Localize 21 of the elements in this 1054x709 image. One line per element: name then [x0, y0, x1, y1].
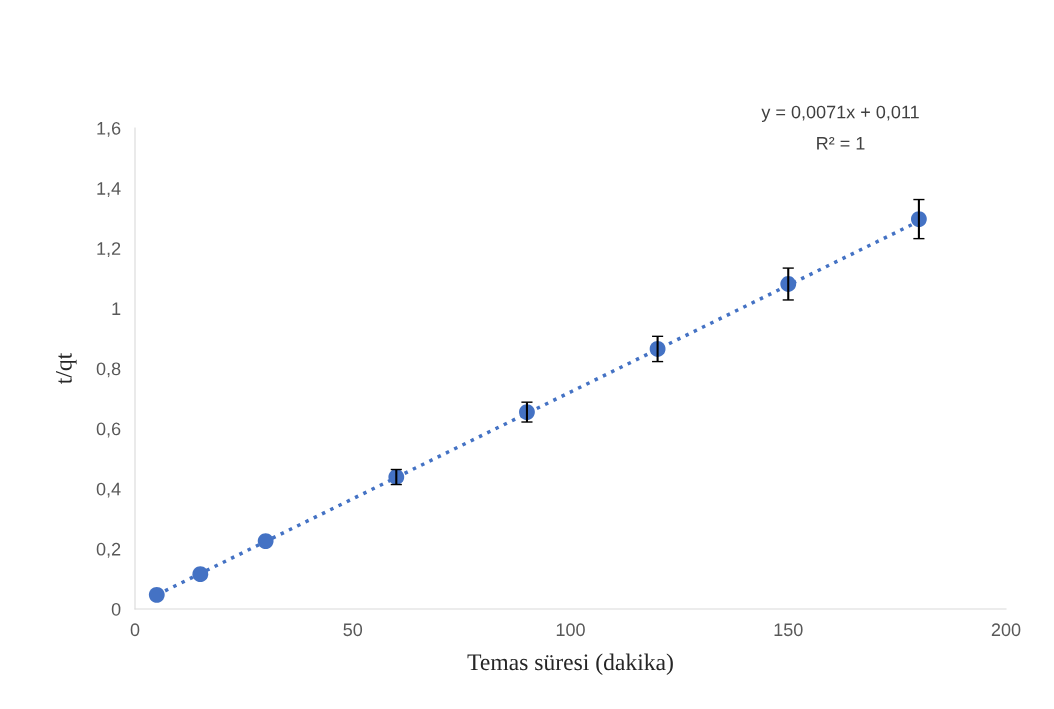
x-tick-label: 150 [774, 623, 803, 637]
x-tick-label: 0 [130, 623, 140, 637]
x-tick-label: 100 [556, 623, 585, 637]
text: y = 0,0071x + 0,011 [761, 105, 919, 122]
y-tick-label: 1,2 [97, 242, 121, 258]
annotation: R² = 1 [817, 136, 865, 150]
y-axis-title: t/qt [55, 352, 77, 385]
y-tick-label: 0,6 [96, 422, 121, 438]
y-tick-label: 0,8 [96, 362, 121, 378]
y-tick-label: 1,4 [97, 182, 121, 197]
point [192, 566, 209, 583]
x-axis-title: Temas süresi (dakika) [467, 653, 673, 676]
x-tick-label: 200 [991, 623, 1021, 637]
point [257, 533, 274, 549]
x-tick-label: 50 [343, 623, 363, 637]
y-tick-label: 1 [112, 302, 121, 315]
y-tick-label: 1,6 [97, 121, 121, 137]
y-tick-label: 0,4 [96, 482, 121, 498]
y-tick-label: 0,2 [96, 542, 121, 558]
point [148, 586, 165, 603]
y-tick-label: 0 [111, 602, 121, 616]
